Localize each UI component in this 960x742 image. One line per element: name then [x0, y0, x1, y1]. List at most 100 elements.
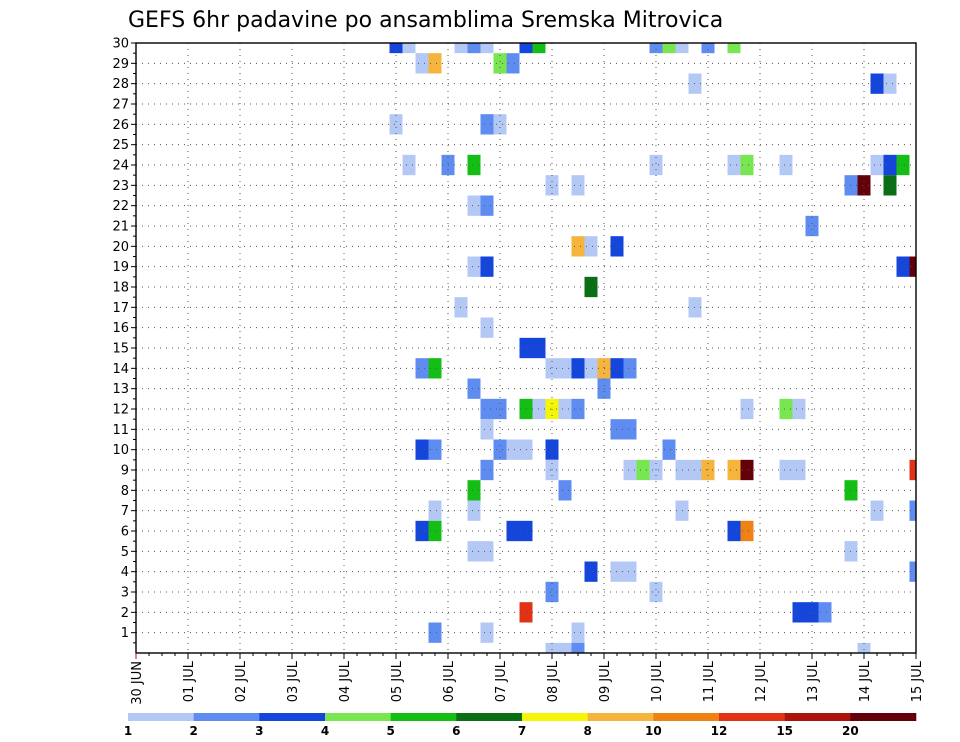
grid-lines	[136, 43, 916, 653]
precip-cell	[428, 622, 442, 643]
x-tick-label: 04 JUL	[338, 660, 353, 702]
x-axis: 30 JUN 01 JUL 02 JUL 03 JUL 04 JUL 05 JUL 06 J…	[130, 653, 925, 705]
precip-cell	[584, 358, 598, 379]
y-tick-label: 29	[112, 57, 129, 72]
precip-cell	[402, 154, 416, 176]
x-tick-label: 02 JUL	[234, 660, 249, 702]
x-tick-label: 10 JUL	[650, 660, 665, 702]
x-tick-label: 08 JUL	[546, 660, 561, 702]
precip-cell	[896, 256, 910, 277]
precip-cell	[467, 154, 481, 176]
x-tick-label: 03 JUL	[286, 660, 301, 702]
y-tick-label: 9	[121, 464, 129, 479]
y-tick-label: 5	[121, 545, 129, 560]
precip-cell	[506, 520, 520, 542]
precip-cell	[857, 642, 871, 653]
precip-cell	[571, 622, 585, 643]
precip-cell	[467, 480, 481, 501]
legend-swatch	[784, 713, 851, 721]
precip-cell	[467, 43, 481, 54]
y-tick-label: 27	[112, 98, 129, 113]
x-tick-label: 11 JUL	[702, 660, 717, 702]
precip-cell	[909, 561, 916, 582]
precip-cell	[428, 53, 442, 74]
precip-cell	[545, 642, 559, 653]
precip-cell	[389, 43, 403, 54]
precip-cell	[415, 520, 429, 542]
precip-cell	[623, 459, 637, 481]
precip-cell	[740, 154, 754, 176]
precip-cell	[428, 439, 442, 460]
legend-tick-label: 6	[452, 724, 460, 738]
precip-cell	[493, 398, 507, 420]
x-tick-label: 01 JUL	[182, 660, 197, 702]
precip-cell	[909, 459, 916, 481]
precip-cell	[870, 500, 884, 521]
x-tick-label: 09 JUL	[598, 660, 613, 702]
x-tick-label: 14 JUL	[858, 660, 873, 702]
legend-tick-label: 4	[321, 724, 329, 738]
legend-tick-label: 20	[842, 724, 859, 738]
y-tick-label: 4	[121, 565, 129, 580]
precip-cell	[389, 114, 403, 135]
precip-cell	[857, 175, 871, 196]
legend-swatch	[456, 713, 523, 721]
legend-swatch	[259, 713, 326, 721]
x-tick-label: 13 JUL	[806, 660, 821, 702]
legend-swatch	[390, 713, 457, 721]
precip-cell	[480, 419, 494, 440]
x-tick-label: 15 JUL	[910, 660, 925, 702]
precip-cell	[792, 459, 806, 481]
precip-cell	[480, 256, 494, 277]
precip-cell	[480, 459, 494, 481]
precip-cell	[415, 53, 429, 74]
precip-cell	[662, 439, 676, 460]
precip-cell	[649, 581, 663, 603]
y-tick-label: 12	[112, 403, 129, 418]
legend-swatch	[719, 713, 785, 721]
x-tick-label: 05 JUL	[390, 660, 405, 702]
precip-cell	[623, 561, 637, 582]
precip-cell	[649, 43, 663, 54]
precip-cell	[545, 175, 559, 196]
precip-cell	[480, 398, 494, 420]
precip-cell	[467, 541, 481, 562]
precip-cell	[740, 398, 754, 420]
y-tick-label: 8	[121, 484, 129, 499]
legend: 1 2 3 4 5 6 7 8 10 12 15 20	[124, 713, 917, 738]
precip-cell	[480, 43, 494, 54]
y-tick-label: 1	[121, 626, 129, 641]
precip-cell	[740, 459, 754, 481]
precip-cell	[727, 520, 741, 542]
legend-swatch	[653, 713, 720, 721]
precip-cell	[480, 195, 494, 216]
y-tick-label: 20	[112, 240, 129, 255]
precip-cell	[623, 419, 637, 440]
precip-cell	[727, 459, 741, 481]
x-tick-label: 12 JUL	[754, 660, 769, 702]
precip-cell	[558, 358, 572, 379]
y-tick-label: 3	[121, 586, 129, 601]
legend-tick-label: 15	[776, 724, 793, 738]
precip-cell	[545, 439, 559, 460]
precip-cell	[727, 43, 741, 54]
precip-cell	[883, 175, 897, 196]
precip-cell	[779, 398, 793, 420]
y-tick-label: 13	[112, 382, 129, 397]
legend-swatch	[193, 713, 260, 721]
y-tick-label: 21	[112, 220, 129, 235]
precip-cell	[545, 581, 559, 603]
y-tick-label: 26	[112, 118, 129, 133]
legend-swatch	[128, 713, 194, 721]
legend-tick-label: 7	[518, 724, 526, 738]
precip-cell	[883, 154, 897, 176]
precip-cell	[428, 500, 442, 521]
y-tick-label: 17	[112, 301, 129, 316]
legend-tick-label: 2	[189, 724, 197, 738]
precip-cell	[493, 114, 507, 135]
precip-cell	[506, 439, 520, 460]
y-tick-label: 18	[112, 281, 129, 296]
precip-cell	[909, 500, 916, 521]
precip-cell	[519, 43, 533, 54]
